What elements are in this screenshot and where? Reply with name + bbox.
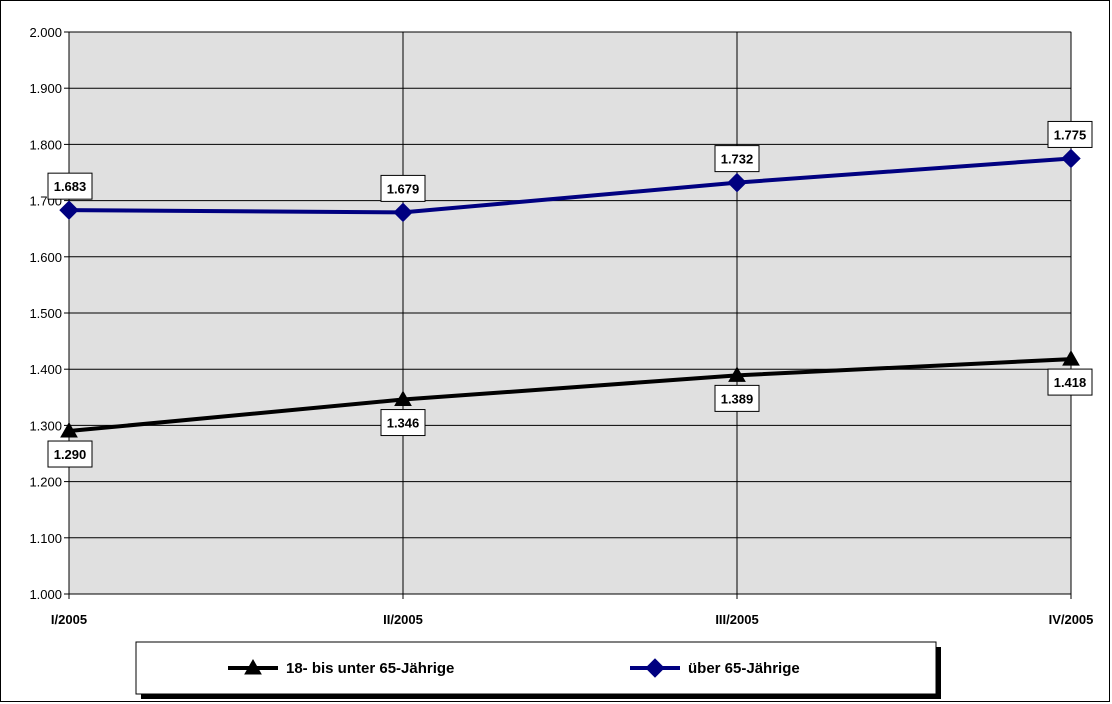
legend-label: 18- bis unter 65-Jährige (286, 660, 454, 677)
series-line-1 (68, 357, 1072, 434)
series-2-marker (727, 172, 747, 193)
data-label: 1.679 (387, 181, 420, 196)
legend: 18- bis unter 65-Jährige über 65-Jährige (135, 641, 941, 699)
x-tick-label: IV/2005 (1049, 612, 1094, 627)
legend-label: über 65-Jährige (688, 660, 800, 677)
data-label-box (380, 174, 426, 202)
x-axis: I/2005 II/2005 III/2005 IV/2005 (51, 593, 1094, 627)
data-label: 1.775 (1054, 127, 1087, 142)
series-2-marker (393, 202, 413, 223)
data-label: 1.683 (54, 179, 87, 194)
data-label: 1.346 (387, 416, 420, 431)
legend-marker (645, 658, 665, 678)
y-tick-label: 1.800 (29, 137, 62, 152)
series-line-2 (68, 156, 1072, 215)
data-label-box (1047, 120, 1093, 148)
legend-marker (244, 658, 262, 675)
series-1-marker (728, 366, 746, 382)
data-label: 1.732 (721, 152, 754, 167)
series-1-marker (60, 422, 78, 438)
y-tick-label: 1.200 (29, 475, 62, 490)
series-group (59, 148, 1081, 438)
data-label-box (47, 172, 93, 200)
y-tick-label: 1.500 (29, 306, 62, 321)
x-tick-label: III/2005 (715, 612, 758, 627)
x-tick-label: II/2005 (383, 612, 423, 627)
y-tick-label: 1.000 (29, 587, 62, 602)
legend-items: 18- bis unter 65-Jährige über 65-Jährige (228, 658, 800, 678)
data-label-box (380, 409, 426, 437)
data-label-box (47, 440, 93, 468)
data-label-box (714, 384, 760, 412)
data-label: 1.389 (721, 391, 754, 406)
x-tick-label: I/2005 (51, 612, 87, 627)
data-label: 1.418 (1054, 375, 1087, 390)
y-tick-label: 1.600 (29, 250, 62, 265)
data-label-box (1047, 368, 1093, 396)
y-tick-label: 1.100 (29, 531, 62, 546)
series-2-marker (1061, 148, 1081, 169)
y-axis: 1.0001.1001.2001.3001.4001.5001.6001.700… (29, 25, 70, 602)
y-tick-label: 2.000 (29, 25, 62, 40)
series-1-marker (1062, 350, 1080, 366)
y-tick-label: 1.400 (29, 362, 62, 377)
y-tick-label: 1.900 (29, 81, 62, 96)
y-tick-label: 1.300 (29, 418, 62, 433)
series-1-marker (394, 390, 412, 407)
data-label: 1.290 (54, 447, 87, 462)
data-label-box (714, 145, 760, 173)
series-2-marker (59, 200, 79, 220)
data-labels: 1.290 1.346 1.389 1.418 1.683 1.679 1.732 1.775 (47, 120, 1093, 468)
